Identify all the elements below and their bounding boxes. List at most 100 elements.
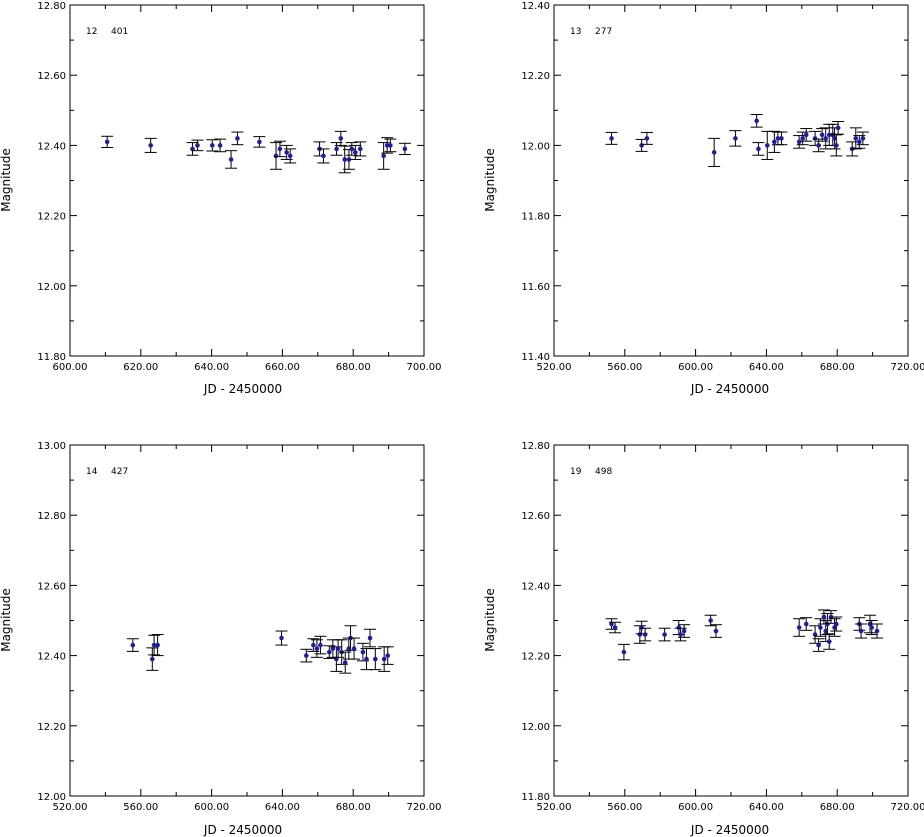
data-point xyxy=(823,136,828,141)
data-point xyxy=(277,146,283,152)
data-point xyxy=(357,146,363,152)
x-axis-title: JD - 2450000 xyxy=(690,382,769,396)
data-point xyxy=(351,646,357,651)
data-point xyxy=(835,125,841,131)
x-tick-label: 600.00 xyxy=(678,362,713,373)
star-id-label: 19 xyxy=(570,467,582,477)
y-tick-label: 12.20 xyxy=(521,71,550,82)
data-point xyxy=(754,118,759,124)
data-point xyxy=(367,635,373,641)
data-point xyxy=(818,625,823,630)
data-point xyxy=(775,136,781,141)
data-point xyxy=(385,653,391,658)
star-id-label: 12 xyxy=(86,27,97,37)
x-tick-label: 560.00 xyxy=(123,802,158,813)
chart-panel: Magnitude JD - 2450000 19 498 520.00 560.… xyxy=(483,441,924,837)
y-tick-label: 12.80 xyxy=(37,511,66,522)
data-point xyxy=(210,143,215,148)
data-point xyxy=(130,642,136,648)
data-point xyxy=(708,618,713,623)
y-tick-label: 12.00 xyxy=(37,282,66,293)
data-point xyxy=(342,660,348,665)
y-axis-title: Magnitude xyxy=(483,588,497,652)
data-point xyxy=(825,621,830,627)
data-point xyxy=(796,625,802,630)
data-point xyxy=(869,625,875,630)
y-tick-label: 12.80 xyxy=(37,1,66,12)
data-point xyxy=(796,139,802,145)
y-tick-label: 11.80 xyxy=(37,352,66,363)
y-tick-label: 13.00 xyxy=(37,441,66,452)
data-point xyxy=(364,656,369,662)
x-tick-label: 600.00 xyxy=(194,802,229,813)
data-point xyxy=(867,621,873,627)
y-tick-label: 12.60 xyxy=(37,581,66,592)
data-point xyxy=(803,621,809,627)
x-tick-label: 680.00 xyxy=(336,362,371,373)
x-tick-label: 640.00 xyxy=(265,802,300,813)
x-tick-label: 620.00 xyxy=(123,362,158,373)
x-tick-label: 720.00 xyxy=(891,362,924,373)
data-point xyxy=(832,136,837,141)
data-point xyxy=(287,153,293,159)
data-point xyxy=(857,139,862,145)
data-point xyxy=(826,639,832,644)
data-point xyxy=(217,143,223,148)
data-point xyxy=(150,656,155,662)
y-tick-label: 12.60 xyxy=(521,511,550,522)
x-axis-title: JD - 2450000 xyxy=(203,382,282,396)
data-point xyxy=(821,614,827,620)
x-axis-title: JD - 2450000 xyxy=(203,823,282,837)
y-tick-label: 11.80 xyxy=(521,792,550,803)
y-tick-label: 12.20 xyxy=(521,652,550,663)
data-point xyxy=(819,132,825,138)
data-point xyxy=(639,625,644,630)
data-point xyxy=(644,136,650,141)
data-point xyxy=(346,646,352,651)
data-point xyxy=(764,143,770,148)
y-tick-label: 12.20 xyxy=(37,212,66,223)
data-point xyxy=(853,136,859,141)
data-point xyxy=(334,146,339,152)
data-point xyxy=(279,635,284,641)
x-tick-label: 640.00 xyxy=(749,362,784,373)
x-tick-label: 520.00 xyxy=(537,362,572,373)
data-point xyxy=(678,632,683,637)
x-tick-label: 680.00 xyxy=(820,802,855,813)
data-point xyxy=(609,621,614,627)
data-point xyxy=(314,646,320,651)
x-tick-label: 520.00 xyxy=(537,802,572,813)
data-point xyxy=(803,132,809,138)
star-id-label: 14 xyxy=(86,467,98,477)
data-point xyxy=(834,143,839,148)
data-point xyxy=(195,143,200,148)
data-point xyxy=(335,646,341,651)
x-tick-label: 560.00 xyxy=(607,362,642,373)
data-point xyxy=(826,132,832,138)
y-tick-label: 12.40 xyxy=(521,1,550,12)
data-point xyxy=(284,150,289,155)
x-tick-label: 680.00 xyxy=(820,362,855,373)
data-point xyxy=(190,146,195,152)
x-tick-label: 560.00 xyxy=(607,802,642,813)
y-tick-label: 11.60 xyxy=(521,282,550,293)
data-point xyxy=(812,136,818,141)
y-tick-label: 12.00 xyxy=(521,141,550,152)
data-point xyxy=(381,153,386,159)
data-point xyxy=(816,642,821,648)
x-tick-label: 520.00 xyxy=(53,802,88,813)
x-tick-label: 640.00 xyxy=(749,802,784,813)
data-point xyxy=(639,143,644,148)
data-point xyxy=(612,625,618,630)
y-tick-label: 12.00 xyxy=(37,792,66,803)
x-axis-title: JD - 2450000 xyxy=(690,823,769,837)
data-point xyxy=(104,139,110,145)
data-point xyxy=(151,642,157,648)
data-point xyxy=(273,153,279,159)
x-tick-label: 700.00 xyxy=(407,362,442,373)
star-id-label: 13 xyxy=(570,27,581,37)
observation-count-label: 277 xyxy=(595,27,612,37)
data-point xyxy=(816,143,821,148)
data-point xyxy=(621,649,627,655)
